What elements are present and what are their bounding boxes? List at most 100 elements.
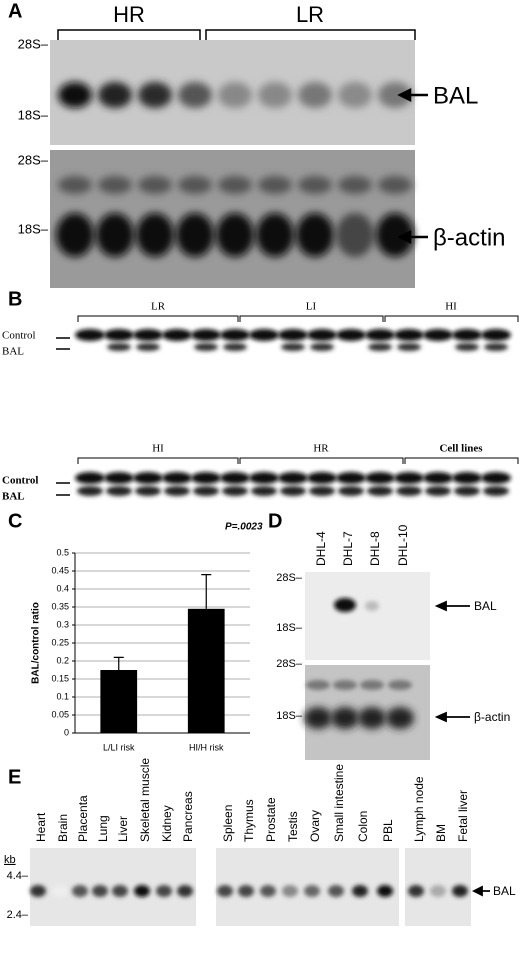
x-tick-label: HI/H risk (189, 742, 224, 752)
lane-labels: DHL-4 DHL-7 DHL-8 DHL-10 (314, 524, 410, 566)
lane-label: Ovary (308, 810, 322, 842)
band (338, 176, 372, 194)
band (133, 472, 163, 484)
band (217, 885, 233, 897)
band (134, 885, 150, 897)
y-axis-title: BAL/control ratio (31, 602, 42, 684)
arrow (471, 885, 490, 897)
band (258, 176, 292, 194)
y-tick-label: 0 (64, 727, 69, 737)
group-label: HI (445, 301, 457, 313)
band (378, 176, 412, 194)
arrow (397, 229, 428, 245)
marker: 18S– (276, 622, 303, 634)
lane-label: DHL-8 (368, 531, 382, 566)
band (304, 707, 332, 729)
band (280, 486, 306, 496)
band (222, 486, 248, 496)
annotation: P=.0023 (225, 522, 263, 533)
y-tick-label: 0.05 (51, 709, 69, 719)
band (365, 329, 395, 341)
band (298, 82, 332, 108)
band (358, 707, 386, 729)
band (310, 343, 334, 351)
band (396, 486, 422, 496)
band (193, 486, 219, 496)
band (58, 82, 92, 108)
band (218, 82, 252, 108)
row-label: BAL (2, 491, 25, 503)
band (306, 680, 330, 690)
band (72, 885, 88, 897)
band (178, 176, 212, 194)
band (58, 176, 92, 194)
band (194, 343, 218, 351)
y-tick-label: 0.5 (56, 547, 69, 557)
band (333, 680, 357, 690)
tick (56, 337, 70, 350)
band (452, 885, 468, 897)
band (368, 343, 392, 351)
band (455, 343, 479, 351)
band (360, 680, 384, 690)
y-tick-label: 0.3 (56, 619, 69, 629)
band (77, 486, 103, 496)
band (107, 343, 131, 351)
band-label: BAL (433, 82, 478, 109)
bracket (77, 457, 519, 464)
band (483, 486, 509, 496)
band (92, 885, 108, 897)
x-tick-label: L/LI risk (103, 742, 135, 752)
group-label: LI (306, 301, 317, 313)
band (30, 885, 46, 897)
band (133, 329, 163, 341)
marker: 18S– (276, 710, 303, 722)
row-label: Control (2, 475, 38, 487)
band (376, 213, 414, 257)
bar-chart: 0 0.05 0.1 0.15 0.2 0.25 0.3 0.35 0.4 0.45 0.5 L/LI… (51, 547, 250, 752)
arrow (397, 87, 428, 103)
band (481, 472, 511, 484)
bracket (57, 29, 416, 40)
bar (100, 670, 138, 733)
band (307, 472, 337, 484)
band (425, 486, 451, 496)
y-tick-label: 0.1 (56, 691, 69, 701)
band (281, 343, 305, 351)
lane-label: Liver (116, 816, 130, 842)
band (258, 82, 292, 108)
band-label: β-actin (474, 710, 510, 724)
lane-label: Pancreas (181, 791, 195, 842)
band (220, 472, 250, 484)
band (388, 680, 412, 690)
band (52, 885, 68, 897)
arrow (434, 711, 470, 723)
group-label: LR (296, 2, 324, 27)
band (251, 486, 277, 496)
unit: kb (4, 854, 16, 866)
lane-label: Lung (96, 815, 110, 842)
band (106, 486, 132, 496)
row-label: Control (2, 330, 36, 342)
band-label: BAL (474, 599, 497, 613)
band (452, 329, 482, 341)
band (218, 176, 252, 194)
band (454, 486, 480, 496)
panel-label: C (8, 510, 22, 532)
lane-labels: Heart Brain Placenta Lung Liver Skeletal musc… (34, 758, 470, 842)
band-label: BAL (493, 884, 516, 898)
band (278, 472, 308, 484)
y-tick-label: 0.2 (56, 655, 69, 665)
band (191, 329, 221, 341)
band (338, 82, 372, 108)
band (260, 885, 276, 897)
band (191, 472, 221, 484)
lane-label: BM (434, 824, 448, 842)
lane-label: Prostate (264, 797, 278, 842)
band (481, 329, 511, 341)
band (256, 213, 294, 257)
group-label: HI (152, 443, 164, 455)
y-tick-label: 0.35 (51, 601, 69, 611)
